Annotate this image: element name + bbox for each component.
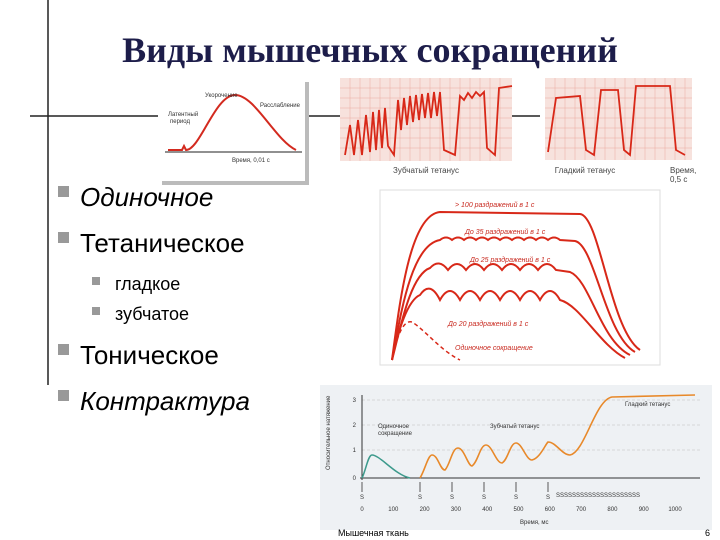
caption: Зубчатый тетанус xyxy=(393,166,459,175)
stimulus: S xyxy=(450,495,454,501)
y-tick: 1 xyxy=(353,448,357,454)
label: Зубчатый тетанус xyxy=(490,423,539,430)
stimulus: S xyxy=(546,495,550,501)
stimulus: S xyxy=(360,495,364,501)
label: > 100 раздражений в 1 с xyxy=(455,201,535,209)
caption: Гладкий тетанус xyxy=(555,166,615,175)
x-tick: 100 xyxy=(388,507,399,513)
x-tick: 200 xyxy=(420,507,431,513)
figure-smooth: Гладкий тетанус Время, 0,5 с xyxy=(545,78,696,184)
figure-tension: Относительное натяжение 0 1 2 3 Одиночно… xyxy=(320,385,712,530)
label: До 35 раздражений в 1 с xyxy=(464,228,546,236)
x-tick: 500 xyxy=(513,507,524,513)
stimulus-train: SSSSSSSSSSSSSSSSSSSSS xyxy=(556,493,640,499)
footer-text: Мышечная ткань xyxy=(338,528,409,538)
y-label: Относительное натяжение xyxy=(326,395,332,470)
label: 0,5 с xyxy=(670,175,687,184)
label: Время, 0,01 с xyxy=(232,158,270,164)
stimulus: S xyxy=(418,495,422,501)
label: Время, xyxy=(670,166,696,175)
page-number: 6 xyxy=(705,528,710,538)
sub-bullet: гладкое xyxy=(115,274,180,294)
figure-frequency: > 100 раздражений в 1 с До 35 раздражени… xyxy=(379,189,661,366)
bullet: Контрактура xyxy=(80,386,250,416)
x-tick: 400 xyxy=(482,507,493,513)
label: Латентный xyxy=(168,111,198,118)
x-tick: 700 xyxy=(576,507,587,513)
x-tick: 800 xyxy=(607,507,618,513)
label: До 20 раздражений в 1 с xyxy=(447,320,529,328)
y-tick: 0 xyxy=(353,476,357,482)
label: Укорочение xyxy=(205,93,238,99)
y-tick: 3 xyxy=(353,398,357,404)
x-tick: 0 xyxy=(360,507,364,513)
label: Расслабление xyxy=(260,103,301,109)
stimulus: S xyxy=(514,495,518,501)
label: период xyxy=(170,119,190,125)
x-tick: 600 xyxy=(545,507,556,513)
x-label: Время, мс xyxy=(520,520,549,526)
label: Одиночное xyxy=(378,424,410,430)
x-tick: 900 xyxy=(639,507,650,513)
stimulus: S xyxy=(482,495,486,501)
x-tick: 1000 xyxy=(668,507,682,513)
bullet: Тоническое xyxy=(80,340,219,370)
label: До 25 раздражений в 1 с xyxy=(469,256,551,264)
bullet: Тетаническое xyxy=(80,228,245,258)
label: Одиночное сокращение xyxy=(455,344,533,352)
label: сокращение xyxy=(378,431,413,437)
title: Виды мышечных сокращений xyxy=(122,30,618,70)
label: Гладкий тетанус xyxy=(625,401,670,408)
x-tick: 300 xyxy=(451,507,462,513)
figure-serrated: Зубчатый тетанус xyxy=(340,78,513,175)
sub-bullet: зубчатое xyxy=(115,304,189,324)
bullet-list: Одиночное Тетаническое гладкое зубчатое … xyxy=(58,182,250,416)
bullet: Одиночное xyxy=(80,182,213,212)
y-tick: 2 xyxy=(353,423,357,429)
figure-single: Укорочение Расслабление Латентный период… xyxy=(158,78,309,185)
